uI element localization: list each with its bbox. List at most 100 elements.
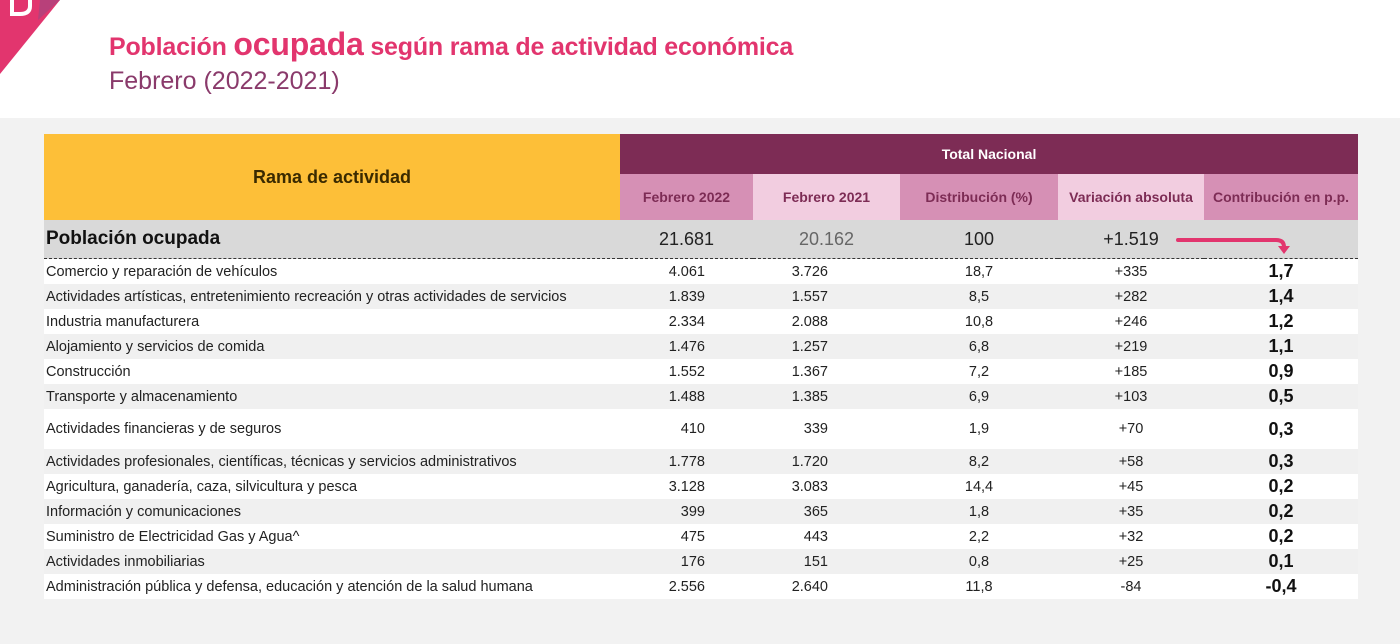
- cell-feb2021: 3.726: [753, 258, 900, 284]
- cell-feb2021: 339: [753, 409, 900, 449]
- table-row: Actividades artísticas, entretenimiento …: [44, 284, 1359, 309]
- cell-variacion: -84: [1058, 574, 1204, 599]
- cell-contribucion: 0,3: [1204, 449, 1359, 474]
- col-header-distribucion: Distribución (%): [900, 174, 1058, 220]
- cell-contribucion: 0,3: [1204, 409, 1359, 449]
- cell-contribucion: 0,2: [1204, 524, 1359, 549]
- cell-distribucion: 2,2: [900, 524, 1058, 549]
- row-name: Actividades inmobiliarias: [44, 549, 620, 574]
- cell-contribucion: 1,1: [1204, 334, 1359, 359]
- cell-contribucion: 0,1: [1204, 549, 1359, 574]
- pink-arrow-down-right-icon: [1176, 238, 1290, 254]
- cell-distribucion: 1,9: [900, 409, 1058, 449]
- cell-variacion: +246: [1058, 309, 1204, 334]
- cell-feb2021: 1.257: [753, 334, 900, 359]
- total-variacion: +1.519: [1058, 220, 1204, 259]
- cell-feb2021: 151: [753, 549, 900, 574]
- cell-feb2022: 4.061: [620, 258, 753, 284]
- table-row: Industria manufacturera 2.334 2.088 10,8 +24…: [44, 309, 1359, 334]
- cell-variacion: +32: [1058, 524, 1204, 549]
- cell-feb2021: 1.385: [753, 384, 900, 409]
- row-name: Información y comunicaciones: [44, 499, 620, 524]
- cell-feb2022: 2.556: [620, 574, 753, 599]
- row-name: Actividades profesionales, científicas, …: [44, 449, 620, 474]
- cell-variacion: +219: [1058, 334, 1204, 359]
- cell-feb2022: 176: [620, 549, 753, 574]
- cell-feb2022: 1.778: [620, 449, 753, 474]
- section-badge-icon: [0, 0, 60, 74]
- cell-feb2022: 3.128: [620, 474, 753, 499]
- cell-variacion: +335: [1058, 258, 1204, 284]
- cell-distribucion: 7,2: [900, 359, 1058, 384]
- cell-variacion: +185: [1058, 359, 1204, 384]
- cell-feb2022: 1.552: [620, 359, 753, 384]
- table-row: Suministro de Electricidad Gas y Agua^ 47…: [44, 524, 1359, 549]
- cell-feb2022: 410: [620, 409, 753, 449]
- cell-variacion: +45: [1058, 474, 1204, 499]
- data-table: Rama de actividad Total Nacional Febrero…: [44, 134, 1359, 599]
- table-row: Actividades profesionales, científicas, …: [44, 449, 1359, 474]
- cell-feb2022: 475: [620, 524, 753, 549]
- cell-contribucion: 0,2: [1204, 499, 1359, 524]
- cell-contribucion: 1,2: [1204, 309, 1359, 334]
- cell-feb2021: 1.367: [753, 359, 900, 384]
- cell-feb2021: 365: [753, 499, 900, 524]
- row-name: Alojamiento y servicios de comida: [44, 334, 620, 359]
- cell-contribucion: 1,4: [1204, 284, 1359, 309]
- table-row: Actividades financieras y de seguros 410 3…: [44, 409, 1359, 449]
- page-title: Población ocupada según rama de activida…: [109, 26, 794, 62]
- cell-distribucion: 6,9: [900, 384, 1058, 409]
- col-header-feb2021: Febrero 2021: [753, 174, 900, 220]
- total-distribucion: 100: [900, 220, 1058, 259]
- total-nacional-header: Total Nacional: [620, 134, 1359, 174]
- cell-feb2022: 1.476: [620, 334, 753, 359]
- total-feb2022: 21.681: [620, 220, 753, 259]
- cell-variacion: +35: [1058, 499, 1204, 524]
- table-row: Alojamiento y servicios de comida 1.476 1.…: [44, 334, 1359, 359]
- cell-contribucion: -0,4: [1204, 574, 1359, 599]
- table-row: Información y comunicaciones 399 365 1,8 +35…: [44, 499, 1359, 524]
- row-name: Agricultura, ganadería, caza, silvicultu…: [44, 474, 620, 499]
- cell-feb2022: 1.839: [620, 284, 753, 309]
- cell-distribucion: 18,7: [900, 258, 1058, 284]
- table-row: Comercio y reparación de vehículos 4.061 3…: [44, 258, 1359, 284]
- row-name: Actividades financieras y de seguros: [44, 409, 620, 449]
- row-name: Construcción: [44, 359, 620, 384]
- cell-feb2021: 1.557: [753, 284, 900, 309]
- table-row: Agricultura, ganadería, caza, silvicultu…: [44, 474, 1359, 499]
- row-name: Actividades artísticas, entretenimiento …: [44, 284, 620, 309]
- cell-distribucion: 0,8: [900, 549, 1058, 574]
- row-name: Comercio y reparación de vehículos: [44, 258, 620, 284]
- total-row-name: Población ocupada: [44, 220, 620, 259]
- cell-variacion: +25: [1058, 549, 1204, 574]
- cell-distribucion: 11,8: [900, 574, 1058, 599]
- cell-feb2021: 2.640: [753, 574, 900, 599]
- cell-distribucion: 6,8: [900, 334, 1058, 359]
- page-header: Población ocupada según rama de activida…: [109, 26, 793, 97]
- table-row: Actividades inmobiliarias 176 151 0,8 +25 0,1: [44, 549, 1359, 574]
- cell-contribucion: 0,2: [1204, 474, 1359, 499]
- table-row: Construcción 1.552 1.367 7,2 +185 0,9: [44, 359, 1359, 384]
- col-header-variacion: Variación absoluta: [1058, 174, 1204, 220]
- cell-distribucion: 8,5: [900, 284, 1058, 309]
- row-name: Industria manufacturera: [44, 309, 620, 334]
- cell-variacion: +70: [1058, 409, 1204, 449]
- cell-distribucion: 14,4: [900, 474, 1058, 499]
- total-row: Población ocupada 21.681 20.162 100 +1.5…: [44, 220, 1359, 259]
- row-name: Suministro de Electricidad Gas y Agua^: [44, 524, 620, 549]
- cell-feb2022: 1.488: [620, 384, 753, 409]
- col-header-contribucion: Contribución en p.p.: [1204, 174, 1359, 220]
- rama-header: Rama de actividad: [44, 134, 620, 220]
- cell-feb2021: 1.720: [753, 449, 900, 474]
- cell-feb2021: 3.083: [753, 474, 900, 499]
- cell-distribucion: 1,8: [900, 499, 1058, 524]
- cell-distribucion: 8,2: [900, 449, 1058, 474]
- cell-feb2021: 2.088: [753, 309, 900, 334]
- cell-contribucion: 0,9: [1204, 359, 1359, 384]
- col-header-feb2022: Febrero 2022: [620, 174, 753, 220]
- row-name: Administración pública y defensa, educac…: [44, 574, 620, 599]
- total-feb2021: 20.162: [753, 220, 900, 259]
- cell-feb2022: 399: [620, 499, 753, 524]
- row-name: Transporte y almacenamiento: [44, 384, 620, 409]
- cell-feb2022: 2.334: [620, 309, 753, 334]
